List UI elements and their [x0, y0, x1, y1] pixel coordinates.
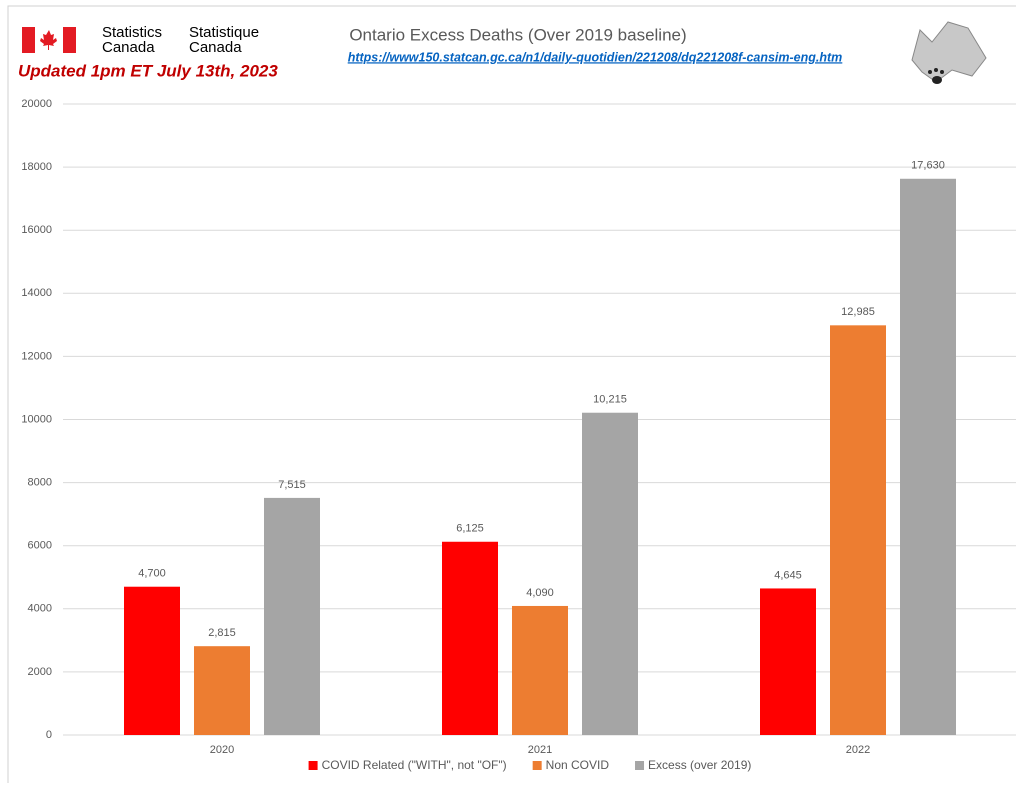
- bar: [264, 497, 320, 735]
- bar: [512, 605, 568, 735]
- value-label: 4,700: [138, 568, 166, 580]
- y-tick-label: 18000: [21, 161, 52, 173]
- y-tick-label: 4000: [28, 603, 52, 615]
- value-label: 12,985: [841, 306, 875, 318]
- y-tick-label: 14000: [21, 287, 52, 299]
- value-label: 2,815: [208, 627, 236, 639]
- bar: [124, 586, 180, 735]
- source-link[interactable]: https://www150.statcan.gc.ca/n1/daily-qu…: [348, 50, 843, 64]
- value-label: 6,125: [456, 523, 484, 535]
- legend-label: COVID Related ("WITH", not "OF"): [322, 758, 507, 772]
- value-label: 10,215: [593, 394, 627, 406]
- y-tick-label: 0: [46, 729, 52, 741]
- value-label: 17,630: [911, 160, 945, 172]
- legend-swatch: [308, 761, 318, 770]
- y-tick-label: 12000: [21, 350, 52, 362]
- value-label: 4,090: [526, 587, 554, 599]
- legend-swatch: [532, 761, 542, 770]
- flag: [22, 27, 76, 53]
- wolf-logo: [911, 21, 987, 84]
- y-tick-label: 2000: [28, 666, 52, 678]
- bar: [830, 325, 886, 735]
- legend-label: Excess (over 2019): [648, 758, 751, 772]
- agency-fr-2: Canada: [189, 39, 242, 56]
- y-tick-label: 16000: [21, 224, 52, 236]
- x-tick-label: 2022: [846, 744, 870, 756]
- chart-title: Ontario Excess Deaths (Over 2019 baselin…: [349, 25, 686, 44]
- bar: [582, 412, 638, 735]
- agency-en-1: Statistics: [102, 24, 162, 41]
- y-tick-label: 20000: [21, 98, 52, 110]
- bar: [442, 541, 498, 735]
- y-tick-label: 10000: [21, 413, 52, 425]
- legend-label: Non COVID: [546, 758, 610, 772]
- y-tick-label: 6000: [28, 540, 52, 552]
- bar: [900, 178, 956, 735]
- y-tick-label: 8000: [28, 477, 52, 489]
- agency-en-2: Canada: [102, 39, 155, 56]
- updated-note: Updated 1pm ET July 13th, 2023: [18, 61, 278, 80]
- value-label: 4,645: [774, 569, 802, 581]
- legend-swatch: [635, 761, 645, 770]
- bar: [760, 588, 816, 735]
- agency-fr-1: Statistique: [189, 24, 259, 41]
- value-label: 7,515: [278, 479, 306, 491]
- bar: [194, 646, 250, 735]
- x-tick-label: 2021: [528, 744, 552, 756]
- x-tick-label: 2020: [210, 744, 234, 756]
